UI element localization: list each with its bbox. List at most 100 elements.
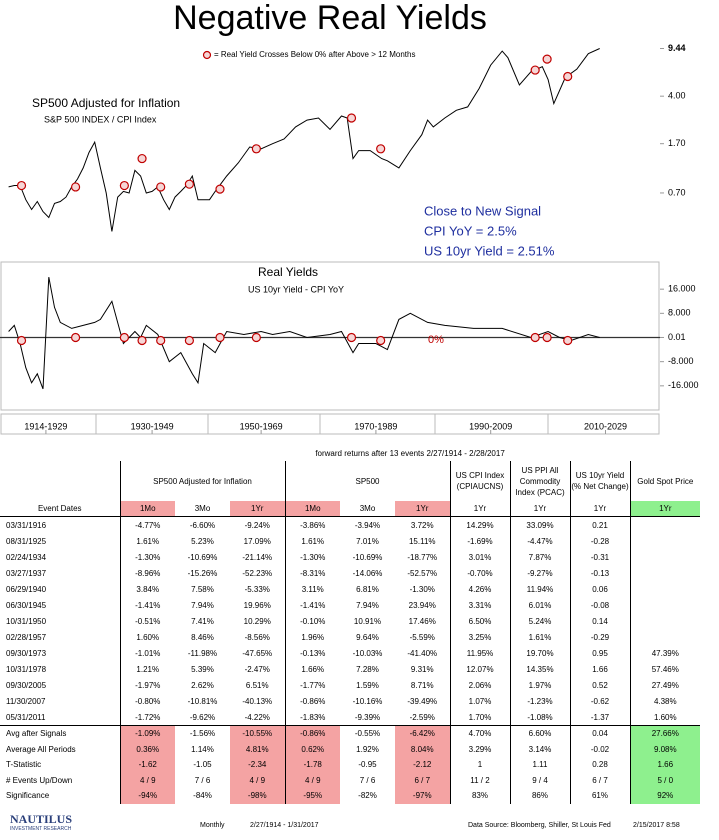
signal-marker: [137, 153, 147, 164]
cell: -94%: [119, 788, 175, 804]
plot-frame: [0, 261, 660, 411]
cell: -15.26%: [187, 568, 218, 578]
row-label: 08/31/1925: [6, 536, 47, 546]
cell: 1.61%: [284, 533, 340, 549]
cell: -1.01%: [119, 645, 175, 661]
column-header: 1Yr: [629, 501, 701, 517]
event-row: 09/30/1973 -1.01% -11.98% -47.65% -0.13% -10.…: [0, 645, 701, 661]
cell: 4.70%: [449, 725, 510, 742]
signal-marker: [70, 332, 81, 343]
cell: -0.62: [569, 693, 630, 709]
cell: 1.66: [569, 661, 630, 677]
cell: 86%: [509, 788, 570, 804]
row-label: 10/31/1950: [6, 616, 47, 626]
signal-marker: [215, 332, 225, 343]
panel-title: Real Yields: [258, 265, 318, 279]
caption-row: forward returns after 13 events 2/27/191…: [0, 445, 700, 461]
cell: -2.47%: [244, 664, 270, 674]
row-label: 06/29/1940: [6, 584, 47, 594]
cell: -11.98%: [187, 648, 218, 658]
signal-marker: [16, 180, 27, 191]
cell: -95%: [284, 788, 340, 804]
cell: -0.86%: [284, 725, 340, 742]
row-label: 02/28/1957: [6, 632, 47, 642]
cell: 57.46%: [629, 661, 701, 677]
signal-marker: [563, 71, 573, 82]
cell: 6.60%: [509, 725, 570, 742]
signal-marker: [156, 182, 166, 192]
cell: 1.11: [509, 757, 570, 773]
cell: 19.96%: [243, 600, 271, 610]
summary-row: Average All Periods 0.36% 1.14% 4.81% 0.62% 1…: [0, 741, 701, 757]
signal-marker: [376, 335, 386, 346]
table-caption: forward returns after 13 events 2/27/191…: [315, 448, 505, 458]
row-label: 03/31/1916: [6, 520, 47, 530]
cell: -1.69%: [449, 533, 510, 549]
cell: -10.55%: [230, 725, 285, 742]
signal-marker: [251, 332, 261, 343]
cell: 5.24%: [509, 613, 570, 629]
cell: -1.30%: [409, 584, 435, 594]
cell: -4.22%: [244, 712, 270, 722]
signal-marker: [346, 113, 357, 123]
cell: 83%: [449, 788, 510, 804]
column-header: 1Yr: [449, 501, 510, 517]
cell: [629, 629, 701, 645]
y-tick-label: 16.000: [668, 284, 696, 294]
cell: 1.61%: [509, 629, 570, 645]
cell: [629, 597, 701, 613]
row-label: Average All Periods: [6, 744, 76, 754]
cell: 15.11%: [408, 536, 436, 546]
signal-marker: [530, 65, 540, 75]
cell: 7.28%: [356, 664, 379, 674]
cell: 2.06%: [449, 677, 510, 693]
cell: 9 / 4: [509, 772, 570, 788]
signal-marker: [563, 335, 573, 346]
cell: -1.05: [193, 760, 212, 770]
group-row: SP500 Adjusted for Inflation SP500 US CPI …: [0, 461, 701, 501]
row-label: 09/30/1973: [6, 648, 47, 658]
cell: 11.95%: [449, 645, 510, 661]
chart: Negative Real Yields 0.70 1.70 4.00 9.44 SP5…: [0, 0, 699, 435]
row-label: 03/27/1937: [6, 568, 47, 578]
cell: 6.81%: [356, 584, 379, 594]
cell: 1.59%: [356, 680, 379, 690]
cell: 7.01%: [356, 536, 379, 546]
column-header: 1Yr: [395, 501, 450, 517]
cell: 9.31%: [410, 664, 434, 674]
cell: 7 / 6: [194, 775, 211, 785]
cell: 0.21: [569, 516, 630, 533]
event-row: 10/31/1950 -0.51% 7.41% 10.29% -0.10% 10.91% 1…: [0, 613, 701, 629]
summary-row: Significance -94% -84% -98% -95% -82% -97% 83% 8…: [0, 788, 701, 804]
cell: 1.66: [629, 757, 701, 773]
cell: -3.94%: [354, 520, 381, 530]
cell: -52.23%: [242, 568, 273, 578]
cell: -5.59%: [409, 632, 435, 642]
cell: 1.60%: [119, 629, 175, 645]
cell: -10.69%: [352, 552, 383, 562]
annotation: 0%: [428, 334, 444, 346]
cell: -1.08%: [509, 709, 570, 726]
event-row: 05/31/2011 -1.72% -9.62% -4.22% -1.83% -9.39%…: [0, 709, 701, 726]
cell: 5.23%: [191, 536, 214, 546]
y-tick-label: 4.00: [668, 91, 686, 101]
cell: -1.62: [119, 757, 175, 773]
cell: 0.28: [569, 757, 630, 773]
cell: -1.37: [569, 709, 630, 726]
signal-marker: [156, 335, 166, 346]
cell: -6.60%: [189, 520, 216, 530]
cell: 8.04%: [395, 741, 450, 757]
column-header: 3Mo: [175, 501, 230, 517]
cell: 1.60%: [629, 709, 701, 726]
cell: 27.49%: [629, 677, 701, 693]
row-label: 05/31/2011: [6, 712, 46, 722]
signal-marker: [16, 335, 27, 346]
row-label: 06/30/1945: [6, 600, 47, 610]
group-header: SP500: [284, 461, 450, 501]
cell: 3.84%: [119, 581, 175, 597]
cell: -10.16%: [352, 696, 383, 706]
cell: 1.61%: [119, 533, 175, 549]
event-row: 11/30/2007 -0.80% -10.81% -40.13% -0.86% -10.…: [0, 693, 701, 709]
cell: -4.47%: [509, 533, 570, 549]
